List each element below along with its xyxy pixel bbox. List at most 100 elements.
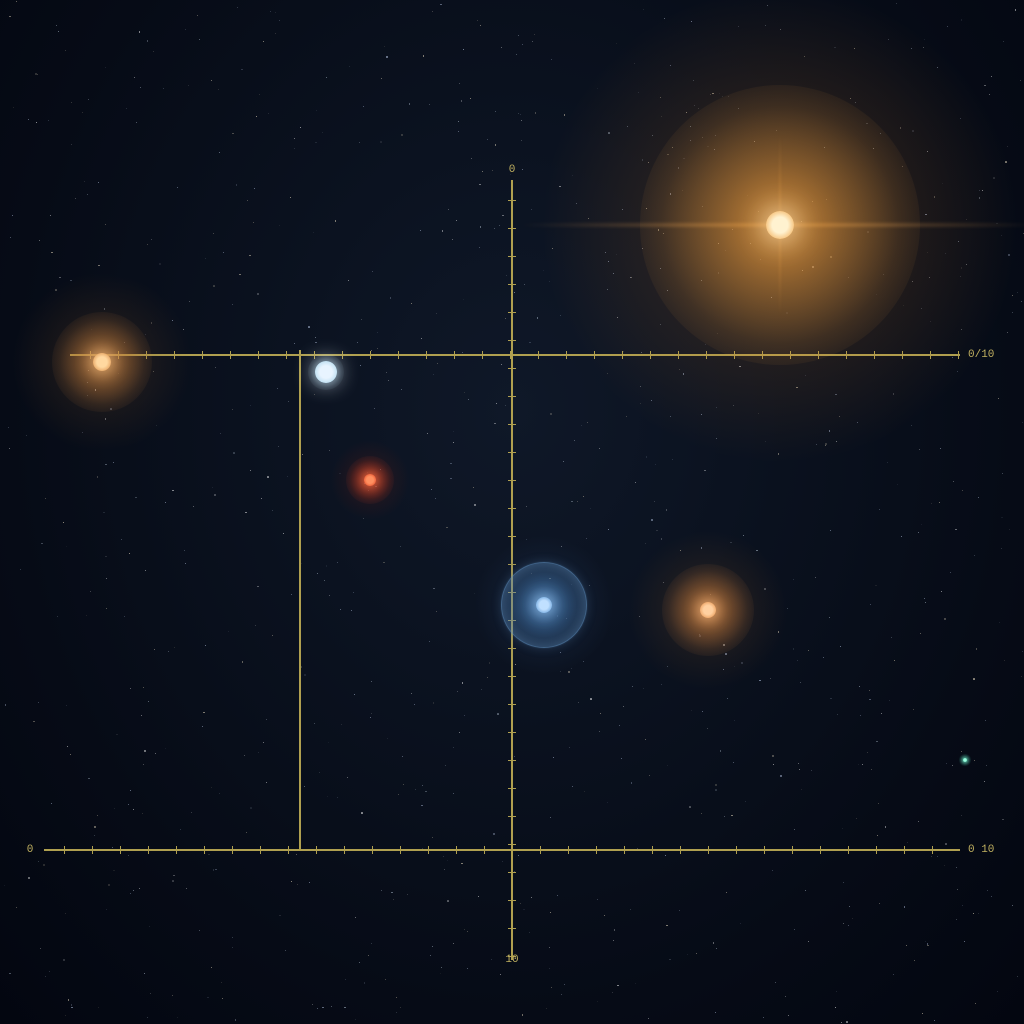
bg-star xyxy=(425,791,427,793)
tick-y xyxy=(508,620,516,621)
bg-star xyxy=(635,482,636,483)
bg-star xyxy=(793,648,794,649)
bg-star xyxy=(317,1008,318,1009)
bg-star xyxy=(128,804,129,805)
bg-star xyxy=(203,712,204,713)
bg-star xyxy=(361,812,363,814)
bg-star xyxy=(255,625,256,626)
bg-star xyxy=(626,416,627,417)
bg-star xyxy=(26,435,27,436)
bg-star xyxy=(957,371,958,372)
bg-star xyxy=(825,445,826,446)
bg-star xyxy=(139,31,140,32)
bg-star xyxy=(549,578,550,579)
bg-star xyxy=(796,387,798,389)
bg-star xyxy=(680,550,681,551)
bg-star xyxy=(885,826,886,827)
bg-star xyxy=(850,98,851,99)
bg-star xyxy=(384,46,385,47)
bg-star xyxy=(473,487,474,488)
bg-star xyxy=(956,867,957,868)
bg-star xyxy=(925,941,926,942)
bg-star xyxy=(955,529,956,530)
bg-star xyxy=(487,677,488,678)
bg-star xyxy=(716,948,717,949)
bg-star xyxy=(788,1015,789,1016)
amber-star-right-glow xyxy=(662,564,754,656)
bg-star xyxy=(287,476,288,477)
bg-star xyxy=(974,760,975,761)
bg-star xyxy=(144,750,145,751)
bg-star xyxy=(150,993,151,994)
bg-star xyxy=(480,25,481,26)
bg-star xyxy=(1008,254,1009,255)
bg-star xyxy=(291,594,292,595)
bg-star xyxy=(691,710,692,711)
bg-star xyxy=(785,996,786,997)
tick-x xyxy=(680,846,681,854)
bg-star xyxy=(197,15,198,16)
bg-star xyxy=(294,343,295,344)
bg-star xyxy=(315,342,316,343)
bg-star xyxy=(436,611,437,612)
bg-star xyxy=(494,423,495,424)
bg-star xyxy=(480,226,481,227)
bg-star xyxy=(213,233,214,234)
bg-star xyxy=(461,863,462,864)
bg-star xyxy=(124,616,125,617)
bg-star xyxy=(467,931,468,932)
bg-star xyxy=(279,20,280,21)
bg-star xyxy=(765,25,766,26)
bg-star xyxy=(993,177,995,179)
bg-star xyxy=(253,222,254,223)
bg-star xyxy=(631,277,632,278)
bg-star xyxy=(600,713,601,714)
bg-star xyxy=(652,135,653,136)
bg-star xyxy=(1002,819,1003,820)
bg-star xyxy=(869,699,870,700)
bg-star xyxy=(613,940,614,941)
bg-star xyxy=(1012,905,1013,906)
bg-star xyxy=(745,801,746,802)
bg-star xyxy=(930,321,931,322)
bg-star xyxy=(855,102,856,103)
white-star-glow xyxy=(308,354,344,390)
bg-star xyxy=(112,847,113,848)
bg-star xyxy=(941,591,942,592)
tick-x xyxy=(260,846,261,854)
bg-star xyxy=(560,315,561,316)
bg-star xyxy=(1001,235,1002,236)
bg-star xyxy=(128,855,129,856)
bg-star xyxy=(267,476,269,478)
tick-x2 xyxy=(286,351,287,359)
tick-x2 xyxy=(958,351,959,359)
bg-star xyxy=(960,118,961,119)
bg-star xyxy=(66,546,67,547)
bg-star xyxy=(213,869,214,870)
bg-star xyxy=(1001,548,1002,549)
bg-star xyxy=(829,617,830,618)
tick-x2 xyxy=(202,351,203,359)
tick-x xyxy=(848,846,849,854)
tick-x xyxy=(568,846,569,854)
bg-star xyxy=(747,195,748,196)
bg-star xyxy=(812,201,813,202)
bg-star xyxy=(371,943,372,944)
bg-star xyxy=(130,790,131,791)
bg-star xyxy=(433,374,434,375)
bg-star xyxy=(733,762,734,763)
bg-star xyxy=(999,622,1000,623)
bg-star xyxy=(643,688,644,689)
bg-star xyxy=(232,947,233,948)
bg-star xyxy=(288,401,289,402)
bg-star xyxy=(586,538,587,539)
bg-star xyxy=(893,393,894,394)
bg-star xyxy=(857,422,858,423)
bg-star xyxy=(754,141,755,142)
bg-star xyxy=(764,588,765,589)
bg-star xyxy=(520,903,521,904)
bg-star xyxy=(65,1015,66,1016)
bg-star xyxy=(776,130,777,131)
bg-star xyxy=(322,1007,324,1009)
tick-y xyxy=(508,228,516,229)
